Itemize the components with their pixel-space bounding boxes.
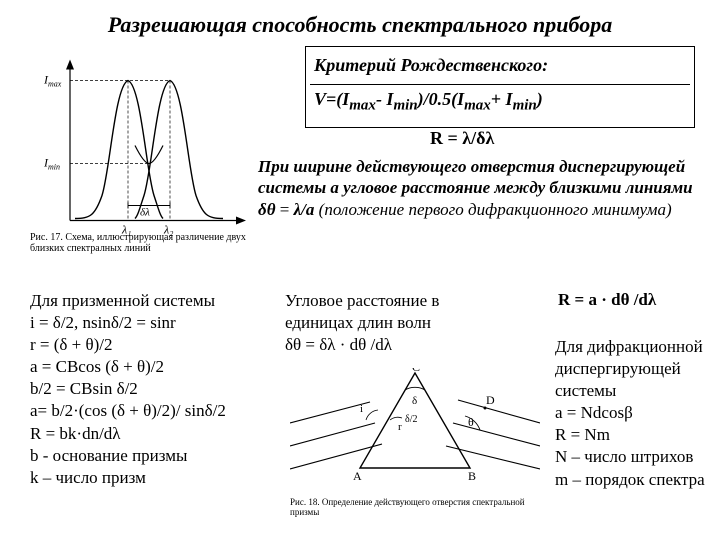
line: R = bk·dn/dλ <box>30 423 275 445</box>
svg-text:i: i <box>360 403 363 415</box>
svg-text:D: D <box>486 393 495 407</box>
criterion-formula: V=(Imax- Imin)/0.5(Imax+ Imin) <box>310 85 690 123</box>
criterion-box: Критерий Рождественского: V=(Imax- Imin)… <box>305 46 695 128</box>
resolution-formula: R = λ/δλ <box>430 128 494 149</box>
svg-text:C: C <box>412 368 420 374</box>
svg-text:δ/2: δ/2 <box>405 414 418 425</box>
line: i = δ/2, nsinδ/2 = sinr <box>30 312 275 334</box>
line: r = (δ + θ)/2 <box>30 334 275 356</box>
criterion-label: Критерий Рождественского: <box>310 51 690 84</box>
resolution-prism-formula: R = a · dθ /dλ <box>558 290 656 310</box>
figure-1-peaks: I max I min δλ λ₁ λ₂ <box>40 48 250 263</box>
line: b - основание призмы <box>30 445 275 467</box>
line: Для дифракционной <box>555 336 717 358</box>
svg-text:min: min <box>48 163 60 172</box>
figure-2-prism: A B C D θ δ r i δ/2 <box>290 368 540 498</box>
figure-2-caption: Рис. 18. Определение действующего отверс… <box>290 498 540 518</box>
line: m – порядок спектра <box>555 469 717 491</box>
line: k – число призм <box>30 467 275 489</box>
line: Угловое расстояние в <box>285 290 540 312</box>
line: a = Ndcosβ <box>555 402 717 424</box>
line: b/2 = CBsin δ/2 <box>30 378 275 400</box>
line: системы <box>555 380 717 402</box>
line: Для призменной системы <box>30 290 275 312</box>
svg-text:δλ: δλ <box>140 207 150 219</box>
line: a= b/2·(cos (δ + θ)/2)/ sinδ/2 <box>30 400 275 422</box>
line: a = CBcos (δ + θ)/2 <box>30 356 275 378</box>
main-paragraph: При ширине действующего отверстия диспер… <box>258 156 698 220</box>
line: единицах длин волн <box>285 312 540 334</box>
svg-text:A: A <box>353 469 362 483</box>
angular-distance-block: Угловое расстояние вединицах длин волнδθ… <box>285 290 540 356</box>
svg-text:r: r <box>398 421 402 433</box>
svg-text:δ: δ <box>412 395 417 407</box>
svg-text:θ: θ <box>468 415 474 429</box>
figure-1-caption: Рис. 17. Схема, иллюстрирующая различени… <box>30 232 260 254</box>
line: N – число штрихов <box>555 446 717 468</box>
grating-system-block: Для дифракционнойдиспергирующейсистемыa … <box>555 336 717 491</box>
line: R = Nm <box>555 424 717 446</box>
line: диспергирующей <box>555 358 717 380</box>
page-title: Разрешающая способность спектрального пр… <box>0 0 720 42</box>
svg-text:max: max <box>48 80 62 89</box>
svg-text:B: B <box>468 469 476 483</box>
line: δθ = δλ · dθ /dλ <box>285 334 540 356</box>
prism-system-block: Для призменной системыi = δ/2, nsinδ/2 =… <box>30 290 275 489</box>
